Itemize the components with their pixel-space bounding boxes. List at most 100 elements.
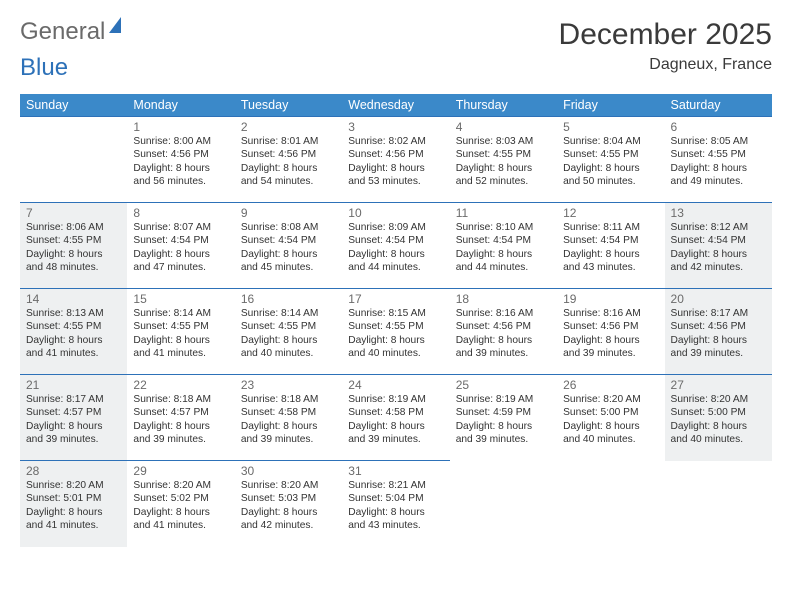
calendar-cell: 23Sunrise: 8:18 AMSunset: 4:58 PMDayligh… xyxy=(235,375,342,461)
sunset-text: Sunset: 4:54 PM xyxy=(671,234,766,247)
daylight-text-2: and 41 minutes. xyxy=(133,347,228,360)
day-info: Sunrise: 8:16 AMSunset: 4:56 PMDaylight:… xyxy=(456,307,551,361)
day-number: 4 xyxy=(456,120,551,134)
sunset-text: Sunset: 4:54 PM xyxy=(133,234,228,247)
calendar-cell: 15Sunrise: 8:14 AMSunset: 4:55 PMDayligh… xyxy=(127,289,234,375)
sunrise-text: Sunrise: 8:19 AM xyxy=(456,393,551,406)
day-number: 2 xyxy=(241,120,336,134)
daylight-text-1: Daylight: 8 hours xyxy=(348,334,443,347)
sunrise-text: Sunrise: 8:20 AM xyxy=(26,479,121,492)
logo-text-general: General xyxy=(20,18,105,46)
page-title: December 2025 xyxy=(559,18,772,52)
day-info: Sunrise: 8:06 AMSunset: 4:55 PMDaylight:… xyxy=(26,221,121,275)
day-info: Sunrise: 8:14 AMSunset: 4:55 PMDaylight:… xyxy=(133,307,228,361)
sunset-text: Sunset: 4:57 PM xyxy=(133,406,228,419)
calendar-cell: 1Sunrise: 8:00 AMSunset: 4:56 PMDaylight… xyxy=(127,117,234,203)
calendar-row: 1Sunrise: 8:00 AMSunset: 4:56 PMDaylight… xyxy=(20,117,772,203)
sunrise-text: Sunrise: 8:05 AM xyxy=(671,135,766,148)
calendar-body: 1Sunrise: 8:00 AMSunset: 4:56 PMDaylight… xyxy=(20,117,772,547)
sunrise-text: Sunrise: 8:18 AM xyxy=(133,393,228,406)
day-info: Sunrise: 8:17 AMSunset: 4:56 PMDaylight:… xyxy=(671,307,766,361)
daylight-text-2: and 45 minutes. xyxy=(241,261,336,274)
calendar-cell: 24Sunrise: 8:19 AMSunset: 4:58 PMDayligh… xyxy=(342,375,449,461)
daylight-text-2: and 40 minutes. xyxy=(563,433,658,446)
sunrise-text: Sunrise: 8:20 AM xyxy=(133,479,228,492)
day-number: 12 xyxy=(563,206,658,220)
sunset-text: Sunset: 4:55 PM xyxy=(26,320,121,333)
day-info: Sunrise: 8:20 AMSunset: 5:00 PMDaylight:… xyxy=(671,393,766,447)
calendar-cell: 8Sunrise: 8:07 AMSunset: 4:54 PMDaylight… xyxy=(127,203,234,289)
day-number: 15 xyxy=(133,292,228,306)
calendar-cell: 13Sunrise: 8:12 AMSunset: 4:54 PMDayligh… xyxy=(665,203,772,289)
daylight-text-1: Daylight: 8 hours xyxy=(241,162,336,175)
daylight-text-2: and 39 minutes. xyxy=(26,433,121,446)
day-number: 30 xyxy=(241,464,336,478)
calendar-cell: 25Sunrise: 8:19 AMSunset: 4:59 PMDayligh… xyxy=(450,375,557,461)
day-info: Sunrise: 8:20 AMSunset: 5:02 PMDaylight:… xyxy=(133,479,228,533)
daylight-text-1: Daylight: 8 hours xyxy=(26,248,121,261)
daylight-text-2: and 39 minutes. xyxy=(456,347,551,360)
daylight-text-2: and 43 minutes. xyxy=(348,519,443,532)
daylight-text-1: Daylight: 8 hours xyxy=(241,248,336,261)
day-info: Sunrise: 8:04 AMSunset: 4:55 PMDaylight:… xyxy=(563,135,658,189)
sunrise-text: Sunrise: 8:19 AM xyxy=(348,393,443,406)
daylight-text-2: and 39 minutes. xyxy=(348,433,443,446)
day-number: 3 xyxy=(348,120,443,134)
sunrise-text: Sunrise: 8:06 AM xyxy=(26,221,121,234)
sunrise-text: Sunrise: 8:12 AM xyxy=(671,221,766,234)
sunrise-text: Sunrise: 8:20 AM xyxy=(241,479,336,492)
calendar-cell: 7Sunrise: 8:06 AMSunset: 4:55 PMDaylight… xyxy=(20,203,127,289)
sunrise-text: Sunrise: 8:21 AM xyxy=(348,479,443,492)
daylight-text-1: Daylight: 8 hours xyxy=(133,248,228,261)
calendar-row: 21Sunrise: 8:17 AMSunset: 4:57 PMDayligh… xyxy=(20,375,772,461)
day-info: Sunrise: 8:07 AMSunset: 4:54 PMDaylight:… xyxy=(133,221,228,275)
sunrise-text: Sunrise: 8:16 AM xyxy=(456,307,551,320)
daylight-text-1: Daylight: 8 hours xyxy=(133,420,228,433)
day-number: 8 xyxy=(133,206,228,220)
sunset-text: Sunset: 4:56 PM xyxy=(348,148,443,161)
weekday-friday: Friday xyxy=(557,94,664,117)
calendar-cell: 26Sunrise: 8:20 AMSunset: 5:00 PMDayligh… xyxy=(557,375,664,461)
logo-text-blue: Blue xyxy=(20,54,772,82)
day-number: 11 xyxy=(456,206,551,220)
day-number: 25 xyxy=(456,378,551,392)
day-number: 21 xyxy=(26,378,121,392)
day-info: Sunrise: 8:18 AMSunset: 4:58 PMDaylight:… xyxy=(241,393,336,447)
calendar-cell: 20Sunrise: 8:17 AMSunset: 4:56 PMDayligh… xyxy=(665,289,772,375)
day-info: Sunrise: 8:18 AMSunset: 4:57 PMDaylight:… xyxy=(133,393,228,447)
day-number: 27 xyxy=(671,378,766,392)
daylight-text-2: and 53 minutes. xyxy=(348,175,443,188)
sunset-text: Sunset: 4:55 PM xyxy=(241,320,336,333)
daylight-text-1: Daylight: 8 hours xyxy=(26,506,121,519)
day-info: Sunrise: 8:19 AMSunset: 4:59 PMDaylight:… xyxy=(456,393,551,447)
daylight-text-1: Daylight: 8 hours xyxy=(133,334,228,347)
sunset-text: Sunset: 4:56 PM xyxy=(671,320,766,333)
sunrise-text: Sunrise: 8:01 AM xyxy=(241,135,336,148)
sunrise-text: Sunrise: 8:13 AM xyxy=(26,307,121,320)
daylight-text-2: and 41 minutes. xyxy=(26,519,121,532)
sunset-text: Sunset: 4:54 PM xyxy=(456,234,551,247)
logo-sail-icon xyxy=(107,15,127,35)
day-info: Sunrise: 8:01 AMSunset: 4:56 PMDaylight:… xyxy=(241,135,336,189)
sunrise-text: Sunrise: 8:09 AM xyxy=(348,221,443,234)
sunset-text: Sunset: 4:55 PM xyxy=(133,320,228,333)
calendar-table: Sunday Monday Tuesday Wednesday Thursday… xyxy=(20,94,772,547)
calendar-cell: 17Sunrise: 8:15 AMSunset: 4:55 PMDayligh… xyxy=(342,289,449,375)
daylight-text-2: and 41 minutes. xyxy=(133,519,228,532)
day-info: Sunrise: 8:03 AMSunset: 4:55 PMDaylight:… xyxy=(456,135,551,189)
daylight-text-1: Daylight: 8 hours xyxy=(348,248,443,261)
daylight-text-2: and 42 minutes. xyxy=(241,519,336,532)
sunrise-text: Sunrise: 8:04 AM xyxy=(563,135,658,148)
daylight-text-1: Daylight: 8 hours xyxy=(26,420,121,433)
daylight-text-1: Daylight: 8 hours xyxy=(241,506,336,519)
daylight-text-2: and 54 minutes. xyxy=(241,175,336,188)
day-info: Sunrise: 8:21 AMSunset: 5:04 PMDaylight:… xyxy=(348,479,443,533)
calendar-cell xyxy=(450,461,557,547)
daylight-text-1: Daylight: 8 hours xyxy=(456,420,551,433)
page: General December 2025 Dagneux, France Bl… xyxy=(0,0,792,565)
daylight-text-2: and 48 minutes. xyxy=(26,261,121,274)
daylight-text-2: and 42 minutes. xyxy=(671,261,766,274)
sunset-text: Sunset: 4:55 PM xyxy=(26,234,121,247)
sunrise-text: Sunrise: 8:20 AM xyxy=(563,393,658,406)
day-number: 29 xyxy=(133,464,228,478)
